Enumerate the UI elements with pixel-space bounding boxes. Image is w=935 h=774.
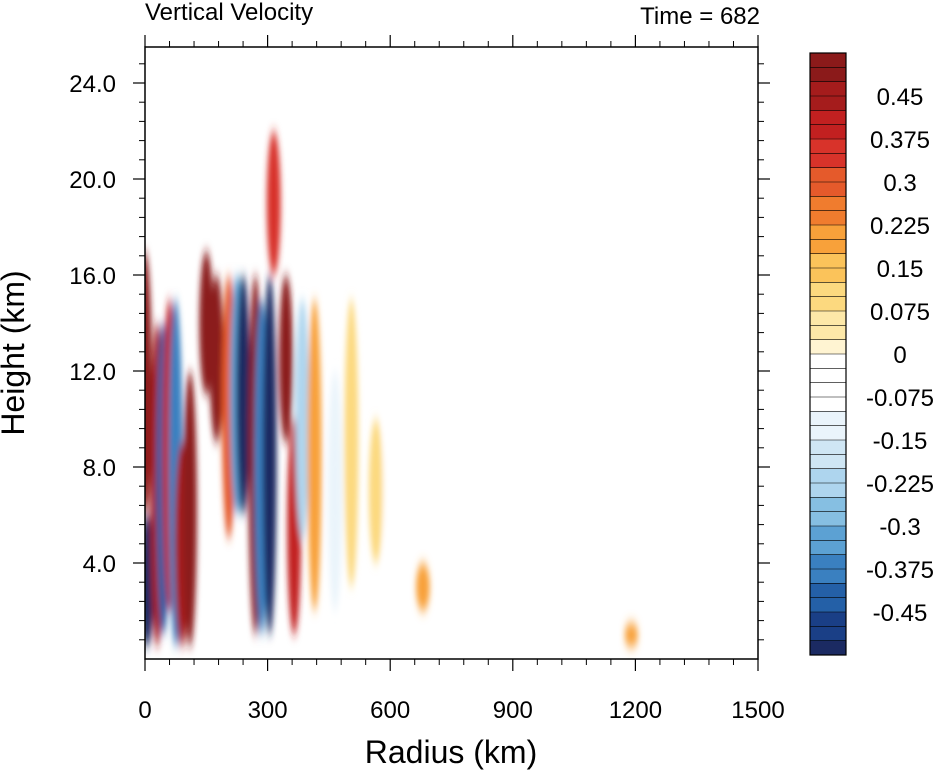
- colorbar-box: [810, 454, 846, 470]
- colorbar-box: [810, 124, 846, 140]
- velocity-feature: [368, 419, 383, 563]
- colorbar-box: [810, 511, 846, 527]
- colorbar-box: [810, 325, 846, 341]
- colorbar-box: [810, 268, 846, 283]
- velocity-feature: [344, 299, 359, 587]
- velocity-feature: [262, 275, 277, 635]
- colorbar-box: [810, 540, 846, 556]
- y-axis-label: Height (km): [0, 270, 31, 435]
- colorbar-box: [810, 110, 846, 126]
- colorbar-box: [810, 81, 846, 97]
- colorbar-box: [810, 182, 846, 197]
- colorbar-label: 0.15: [877, 256, 924, 283]
- velocity-feature: [307, 299, 322, 611]
- plot-frame: [144, 46, 759, 660]
- colorbar-box: [810, 554, 846, 570]
- velocity-feature: [209, 275, 224, 443]
- velocity-feature: [383, 395, 398, 587]
- colorbar-box: [810, 67, 846, 83]
- colorbar-box: [810, 354, 846, 369]
- colorbar-frame: [809, 52, 847, 656]
- colorbar-box: [810, 569, 846, 584]
- colorbar: [809, 52, 847, 656]
- colorbar-box: [810, 139, 846, 154]
- colorbar-label: -0.225: [866, 471, 934, 498]
- colorbar-box: [810, 382, 846, 398]
- colorbar-box: [810, 468, 846, 484]
- x-tick-label: 900: [493, 697, 533, 724]
- y-tick-label: 12.0: [69, 359, 116, 386]
- velocity-feature: [236, 275, 251, 515]
- x-tick-label: 300: [248, 697, 288, 724]
- y-axis: 4.0 8.0 12.0 16.0 20.0 24.0: [69, 63, 770, 641]
- y-tick-label: 4.0: [83, 551, 116, 578]
- colorbar-box: [810, 640, 846, 656]
- colorbar-label: -0.45: [873, 600, 928, 627]
- colorbar-label: 0.45: [877, 84, 924, 111]
- colorbar-box: [810, 368, 846, 384]
- colorbar-box: [810, 440, 846, 455]
- colorbar-box: [810, 239, 846, 255]
- velocity-feature: [624, 623, 639, 647]
- colorbar-box: [810, 397, 846, 412]
- x-axis: 0 300 600 900 1200 1500: [138, 35, 785, 724]
- colorbar-box: [810, 311, 846, 326]
- velocity-feature: [278, 275, 293, 443]
- y-tick-label: 16.0: [69, 263, 116, 290]
- velocity-feature: [182, 371, 197, 647]
- colorbar-box: [810, 153, 846, 169]
- colorbar-box: [810, 96, 846, 111]
- colorbar-labels: 0.45 0.375 0.3 0.225 0.15 0.075 0 -0.075 -0.15 -0…: [866, 84, 934, 627]
- velocity-feature: [295, 299, 310, 539]
- velocity-feature: [145, 251, 152, 515]
- velocity-feature: [328, 371, 343, 611]
- colorbar-box: [810, 612, 846, 627]
- colorbar-box: [810, 483, 846, 498]
- colorbar-box: [810, 296, 846, 312]
- colorbar-label: 0.375: [870, 127, 930, 154]
- x-axis-label: Radius (km): [365, 734, 537, 770]
- colorbar-box: [810, 425, 846, 441]
- colorbar-box: [810, 497, 846, 513]
- colorbar-label: 0.3: [883, 170, 916, 197]
- colorbar-box: [810, 626, 846, 642]
- colorbar-label: -0.15: [873, 428, 928, 455]
- colorbar-box: [810, 53, 846, 68]
- colorbar-box: [810, 167, 846, 183]
- colorbar-box: [810, 210, 846, 226]
- velocity-feature: [415, 563, 430, 611]
- chart-subtitle: Time = 682: [640, 3, 760, 30]
- y-tick-label: 24.0: [69, 71, 116, 98]
- colorbar-label: 0.225: [870, 213, 930, 240]
- colorbar-label: -0.075: [866, 385, 934, 412]
- colorbar-label: -0.375: [866, 557, 934, 584]
- x-tick-label: 600: [370, 697, 410, 724]
- y-tick-label: 20.0: [69, 167, 116, 194]
- colorbar-box: [810, 282, 846, 298]
- x-tick-label: 1500: [731, 697, 784, 724]
- colorbar-label: 0: [893, 342, 906, 369]
- colorbar-label: 0.075: [870, 299, 930, 326]
- x-tick-label: 0: [138, 697, 151, 724]
- velocity-feature: [266, 131, 281, 275]
- colorbar-label: -0.3: [879, 514, 920, 541]
- chart-title: Vertical Velocity: [145, 0, 313, 26]
- colorbar-box: [810, 225, 846, 240]
- colorbar-box: [810, 196, 846, 212]
- colorbar-box: [810, 597, 846, 613]
- colorbar-box: [810, 253, 846, 269]
- colorbar-box: [810, 526, 846, 541]
- colorbar-box: [810, 339, 846, 355]
- colorbar-box: [810, 583, 846, 599]
- colorbar-box: [810, 411, 846, 427]
- x-tick-label: 1200: [609, 697, 662, 724]
- y-tick-label: 8.0: [83, 455, 116, 482]
- heatmap-features: [145, 131, 639, 647]
